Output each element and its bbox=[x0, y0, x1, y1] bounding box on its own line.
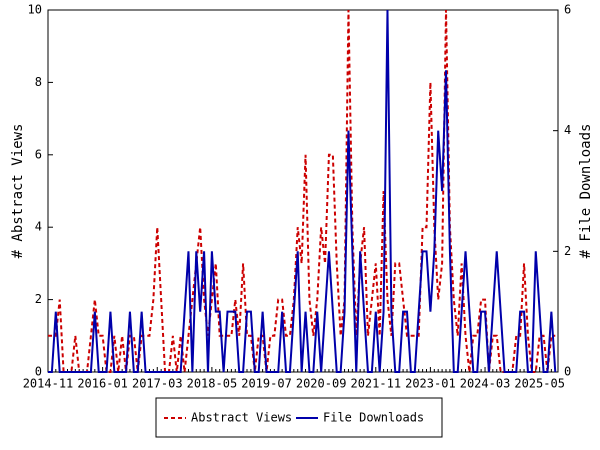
y2-tick-label: 0 bbox=[564, 365, 571, 379]
x-tick-label: 2017-03 bbox=[132, 377, 183, 391]
legend-box bbox=[155, 397, 443, 438]
plot-frame bbox=[47, 9, 559, 373]
x-tick-label: 2020-09 bbox=[296, 377, 347, 391]
y2-tick-label: 4 bbox=[564, 123, 571, 137]
y-tick-label: 2 bbox=[35, 292, 42, 306]
legend-label: Abstract Views bbox=[191, 411, 292, 425]
y-tick-label: 0 bbox=[35, 365, 42, 379]
x-tick-label: 2014-11 bbox=[23, 377, 74, 391]
series-line bbox=[48, 9, 557, 373]
x-tick-label: 2025-05 bbox=[514, 377, 565, 391]
y2-tick-label: 2 bbox=[564, 244, 571, 258]
y-tick-label: 8 bbox=[35, 75, 42, 89]
y2-axis-label: # File Downloads bbox=[578, 124, 594, 259]
legend-label: File Downloads bbox=[323, 411, 424, 425]
y-axis-label: # Abstract Views bbox=[10, 124, 26, 259]
y2-tick-label: 6 bbox=[564, 3, 571, 17]
x-tick-label: 2016-01 bbox=[77, 377, 128, 391]
y-tick-label: 10 bbox=[28, 3, 42, 17]
x-tick-label: 2023-01 bbox=[405, 377, 456, 391]
y-tick-label: 4 bbox=[35, 220, 42, 234]
x-tick-label: 2021-11 bbox=[350, 377, 401, 391]
series-line bbox=[48, 9, 556, 373]
y-tick-label: 6 bbox=[35, 147, 42, 161]
x-tick-label: 2018-05 bbox=[187, 377, 238, 391]
x-tick-label: 2024-03 bbox=[460, 377, 511, 391]
x-tick-label: 2019-07 bbox=[241, 377, 292, 391]
